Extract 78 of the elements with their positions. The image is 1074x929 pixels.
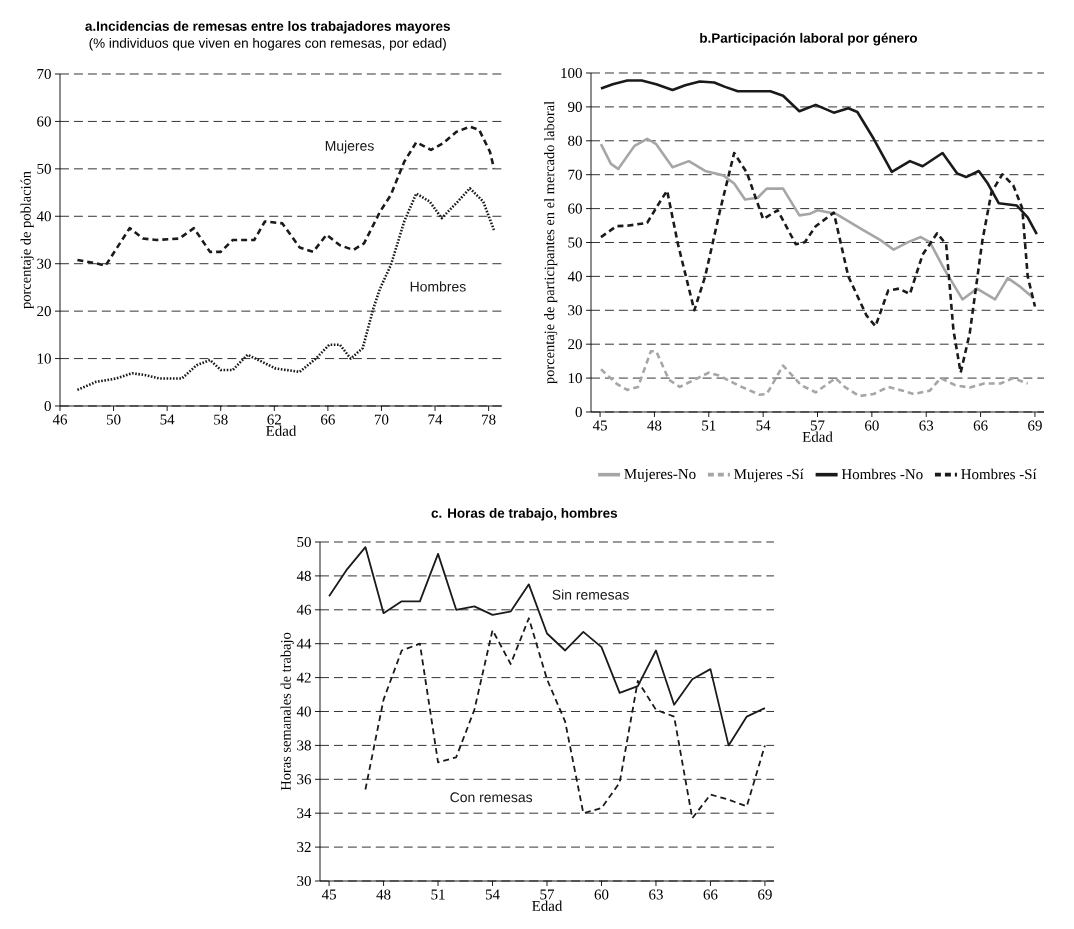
chart-title: b.Participación laboral por género	[700, 32, 918, 46]
x-tick-label: 63	[919, 420, 934, 431]
x-tick-label: 45	[321, 889, 336, 900]
line-series	[76, 187, 496, 392]
y-tick-label: 30	[568, 305, 582, 316]
y-tick-label: 40	[36, 211, 51, 222]
y-tick-label: 80	[568, 135, 582, 146]
legend-label: Hombres -No	[841, 468, 923, 480]
x-tick-label: 51	[431, 889, 445, 900]
y-tick-label: 70	[568, 169, 582, 180]
y-tick-label: 90	[568, 101, 582, 112]
y-tick-label: 0	[44, 400, 51, 412]
x-tick-label: 60	[594, 889, 609, 900]
x-tick-label: 70	[374, 414, 389, 425]
chart-title: c. Horas de trabajo, hombres	[431, 507, 618, 521]
x-tick-label: 51	[702, 420, 716, 431]
y-tick-label: 10	[37, 353, 51, 364]
x-tick-label: 78	[482, 414, 496, 425]
x-tick-label: 69	[1028, 420, 1042, 431]
x-tick-label: 63	[649, 889, 663, 900]
y-tick-label: 30	[297, 875, 311, 887]
y-tick-label: 48	[296, 570, 311, 581]
y-tick-label: 10	[568, 373, 582, 384]
y-tick-label: 0	[575, 406, 582, 418]
y-tick-label: 36	[297, 774, 312, 785]
y-tick-label: 44	[296, 638, 312, 649]
y-tick-label: 50	[37, 163, 51, 174]
y-tick-label: 32	[297, 842, 311, 853]
y-tick-label: 30	[37, 258, 51, 269]
y-tick-label: 50	[568, 237, 582, 248]
x-tick-label: 50	[106, 414, 121, 425]
x-tick-label: 46	[52, 414, 68, 425]
x-tick-label: 48	[647, 420, 662, 431]
y-tick-label: 70	[37, 68, 51, 80]
legend-label: Mujeres-No	[624, 468, 696, 483]
x-tick-label: 54	[756, 420, 771, 431]
y-tick-label: 42	[296, 672, 311, 683]
x-tick-label: 74	[428, 414, 443, 425]
y-tick-label: 38	[297, 740, 311, 751]
y-axis-title: porcentaje de participantes en el mercado laboral	[544, 101, 558, 384]
x-tick-label: 58	[214, 414, 228, 425]
y-tick-label: 50	[297, 536, 311, 548]
x-axis-title: Edad	[532, 900, 563, 911]
x-tick-label: 66	[321, 414, 335, 425]
text: Mujeres	[325, 140, 374, 154]
text: Con remesas	[450, 792, 533, 803]
line-series	[76, 125, 496, 267]
x-tick-label: 48	[376, 889, 391, 900]
x-tick-label: 66	[703, 889, 718, 900]
x-axis-title: Edad	[266, 425, 297, 436]
y-tick-label: 20	[568, 339, 582, 350]
y-tick-label: 40	[296, 706, 311, 717]
y-tick-label: 34	[297, 808, 312, 819]
x-tick-label: 62	[267, 414, 281, 425]
series-label: Sin remesas	[552, 589, 629, 600]
y-tick-label: 20	[37, 306, 51, 317]
x-tick-label: 54	[485, 889, 500, 900]
y-tick-label: 100	[561, 67, 582, 79]
y-axis-title: Horas semanales de trabajo	[280, 632, 294, 791]
x-tick-label: 45	[592, 420, 607, 431]
legend-label: Hombres -Sí	[961, 468, 1037, 480]
y-axis-title: porcentaje de población	[20, 171, 34, 309]
legend-label: Mujeres -Sí	[734, 468, 804, 483]
x-tick-label: 60	[865, 420, 879, 431]
series-label: Hombres	[410, 281, 466, 292]
x-tick-label: 69	[758, 889, 772, 900]
chart-subtitle: (% individuos que viven en hogares con remesas, por edad)	[89, 37, 446, 51]
chart-title: a.Incidencias de remesas entre los trabajadores mayores	[85, 21, 450, 34]
y-tick-label: 40	[567, 271, 582, 282]
y-tick-label: 46	[296, 604, 312, 615]
x-tick-label: 66	[973, 420, 988, 431]
x-tick-label: 54	[160, 414, 175, 425]
y-tick-label: 60	[568, 203, 582, 214]
x-tick-label: 57	[810, 420, 825, 431]
y-tick-label: 60	[37, 116, 51, 127]
x-tick-label: 57	[540, 889, 555, 900]
x-axis-title: Edad	[802, 431, 833, 442]
line-series	[599, 350, 1029, 398]
